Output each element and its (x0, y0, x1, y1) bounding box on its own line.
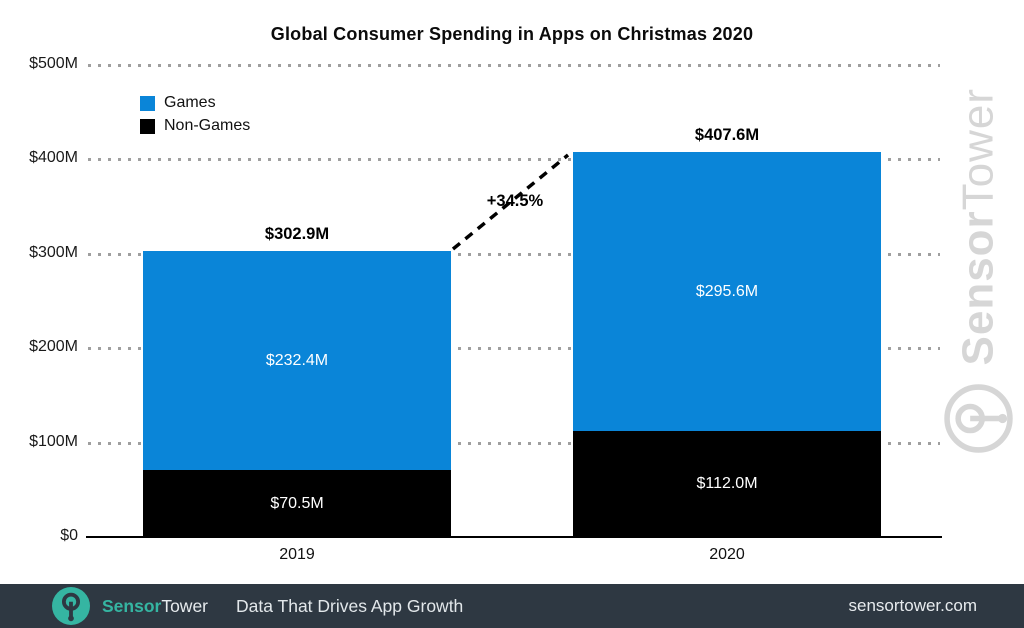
y-tick-label: $400M (29, 149, 78, 167)
y-tick-label: $500M (29, 55, 78, 72)
x-axis-label-2019: 2019 (279, 546, 315, 563)
sensor-tower-watermark: SensorTower (939, 88, 1019, 456)
watermark-tower-text: Tower (953, 87, 1003, 211)
footer-bar: SensorTower Data That Drives App Growth … (0, 584, 1024, 628)
y-tick-label: $0 (60, 527, 78, 544)
y-tick-label: $100M (29, 432, 78, 450)
bar-2019-games: $232.4M (143, 251, 451, 471)
legend-label: Non-Games (164, 117, 251, 134)
gridline (88, 347, 940, 351)
y-tick-label: $300M (29, 243, 78, 261)
legend-item-games: Games (140, 94, 250, 112)
sensor-tower-logo-icon (52, 587, 90, 625)
footer-tower-text: Tower (161, 595, 209, 616)
watermark-brand-text: SensorTower (953, 87, 1003, 366)
growth-annotation: +34.5% (486, 192, 544, 210)
gridline (88, 252, 940, 256)
footer-tagline: Data That Drives App Growth (236, 595, 464, 616)
gridline (88, 64, 940, 67)
bar-2019-non-games: $70.5M (143, 470, 451, 537)
y-tick-label: $200M (29, 338, 78, 356)
footer-website: sensortower.com (848, 596, 978, 615)
legend-item-non-games: Non-Games (140, 117, 250, 135)
chart-title: Global Consumer Spending in Apps on Chri… (270, 24, 754, 44)
gridline (88, 441, 940, 445)
legend-swatch (140, 118, 155, 134)
bar-2020-games: $295.6M (573, 152, 881, 432)
footer-sensor-text: Sensor (102, 595, 162, 616)
bar-total-2020: $407.6M (694, 126, 760, 145)
legend: Games Non-Games (140, 94, 250, 135)
legend-label: Games (164, 94, 216, 111)
watermark-sensor-text: Sensor (953, 210, 1003, 366)
bar-total-2019: $302.9M (264, 225, 330, 244)
bar-2020-non-games: $112.0M (573, 431, 881, 537)
x-axis-baseline (86, 536, 942, 538)
footer-brand: SensorTower (102, 596, 208, 617)
x-axis-label-2020: 2020 (709, 546, 745, 563)
legend-swatch (140, 95, 155, 111)
sensor-tower-logo-icon (944, 384, 1013, 453)
